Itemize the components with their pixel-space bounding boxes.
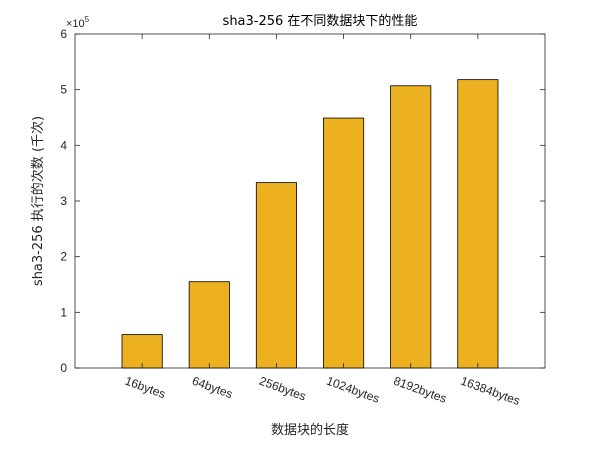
bar-1024bytes [323, 117, 365, 369]
x-tick-label: 1024bytes [325, 374, 382, 406]
x-tick-label: 16384bytes [459, 374, 522, 408]
bar-16384bytes [457, 79, 499, 369]
y-ticks: 0 1 2 3 4 5 6 [60, 27, 545, 375]
chart-title: sha3-256 在不同数据块下的性能 [223, 13, 418, 29]
y-tick-label: 1 [60, 305, 67, 319]
x-tick-label: 256bytes [257, 374, 308, 404]
y-tick-label: 6 [60, 27, 67, 41]
bar-64bytes [188, 281, 230, 369]
bar-256bytes [255, 182, 297, 369]
y-exponent-power: 5 [85, 15, 90, 24]
x-axis-label: 数据块的长度 [271, 422, 349, 438]
x-tick-label: 16bytes [123, 374, 167, 402]
bar-8192bytes [390, 85, 432, 369]
y-exponent-label: ×105 [66, 15, 90, 30]
y-tick-label: 0 [60, 361, 67, 375]
y-tick-label: 5 [60, 83, 67, 97]
y-tick-label: 4 [60, 138, 67, 152]
bars [121, 79, 499, 369]
bar-16bytes [121, 334, 163, 369]
y-exponent-base: ×10 [66, 18, 85, 30]
plot-area: 0 1 2 3 4 5 6 16bytes 64bytes 256bytes 1024bytes 8… [60, 27, 546, 408]
y-axis-label: sha3-256 执行的次数 (千次) [30, 116, 46, 286]
y-tick-label: 3 [60, 194, 67, 208]
y-tick-label: 2 [60, 250, 67, 264]
x-tick-label: 8192bytes [392, 374, 449, 406]
x-tick-label: 64bytes [190, 374, 234, 402]
